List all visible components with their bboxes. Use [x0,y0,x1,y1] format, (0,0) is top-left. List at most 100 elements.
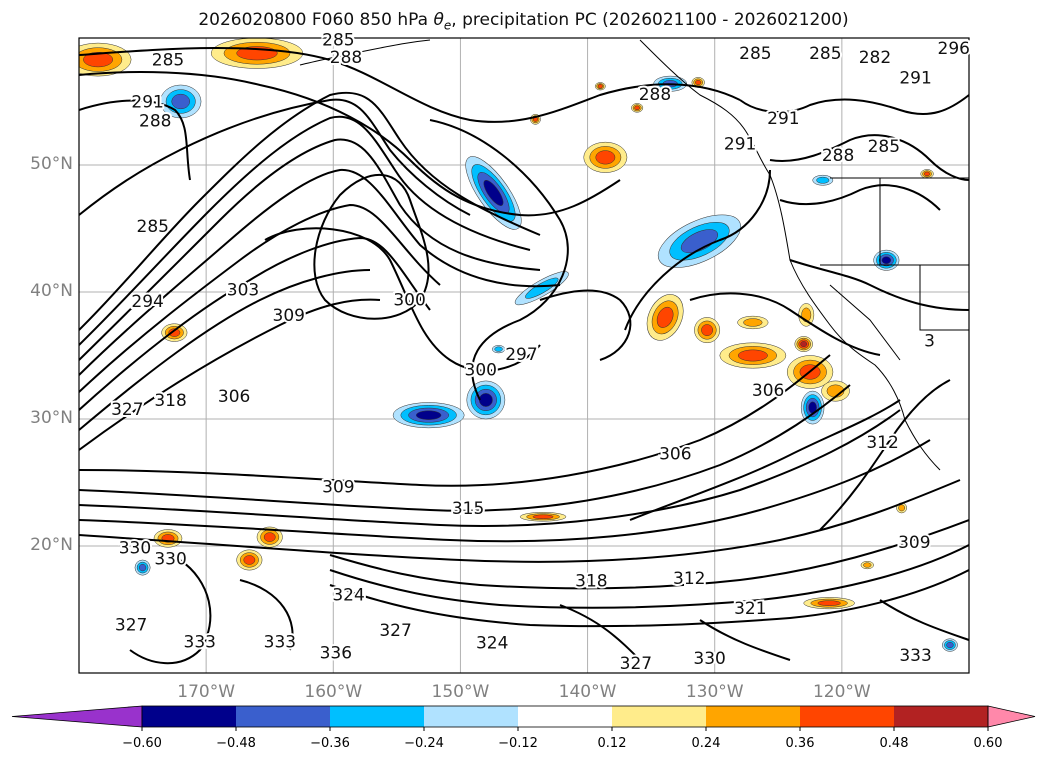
colorbar-tick-label: 0.24 [692,736,721,751]
latitude-label: 50°N [30,154,73,174]
theta-e-contours [79,47,969,665]
precip-contour-fill [243,555,256,565]
precip-positive-area [821,380,850,402]
precip-positive-area [719,342,787,369]
colorbar-tick-label: 0.48 [880,736,909,751]
precip-contour-fill [656,306,674,328]
contour-label: 300 [465,360,497,380]
contour-label: 318 [575,571,607,591]
contour-label: 288 [639,85,671,105]
precip-positive-area [256,526,283,548]
contour-label: 296 [938,39,970,59]
precip-contour-fill [881,256,892,265]
precip-negative-area [465,156,522,230]
map-frame [78,37,970,674]
precip-positive-area [631,103,644,113]
precip-negative-area [514,271,569,306]
precip-positive-area [798,303,815,327]
longitude-label: 160°W [304,682,363,702]
precip-negative-area [873,249,900,271]
colorbar-tick-label: 0.60 [974,736,1003,751]
precip-contour-fill [138,563,147,572]
contour-label: 312 [866,433,898,453]
contour-label: 327 [111,400,143,420]
contour-label: 333 [264,632,296,652]
figure-title: 2026020800 F060 850 hPa θe, precipitatio… [198,10,849,33]
precip-contour-fill [946,641,954,649]
contour-label: 288 [822,146,854,166]
precip-contour-fill [800,341,808,347]
contour-label: 3 [924,331,935,351]
contour-label: 300 [393,291,425,311]
contour-label: 315 [452,499,484,519]
colorbar-extend-min [11,705,143,728]
contour-label: 333 [184,632,216,652]
longitude-label: 130°W [685,682,744,702]
contour-label: 294 [131,292,163,312]
contour-label: 330 [119,538,151,558]
precip-positive-area [236,549,263,571]
colorbar-tick-label: −0.36 [310,736,350,751]
precip-contour-fill [171,93,191,110]
precip-contour-fill [532,514,554,520]
contour-label: 285 [322,30,354,50]
precip-positive-area [803,597,855,610]
precip-negative-area [392,402,465,429]
precip-negative-area [942,638,958,652]
precip-negative-area [812,174,834,186]
contour-label: 285 [809,44,841,64]
precip-contour-fill [263,532,276,542]
colorbar-bin [330,706,424,727]
contour-label: 333 [899,646,931,666]
precip-positive-area [646,294,684,341]
precip-contour-fill [597,84,603,89]
precip-negative-area [160,84,202,119]
precip-positive-area [583,141,628,173]
precip-contour-fill [817,600,841,606]
precip-contour-fill [483,180,504,206]
contour-label: 285 [137,217,169,237]
colorbar-tick-label: −0.12 [498,736,538,751]
colorbar-bin [800,706,894,727]
precip-contour-fill [525,277,559,299]
precip-contour-fill [416,410,442,420]
latitude-label: 40°N [30,281,73,301]
contour-label: 336 [320,644,352,664]
longitude-label: 120°W [812,682,871,702]
contour-label: 303 [227,280,259,300]
precip-contour-fill [743,318,763,327]
gridlines [79,38,969,673]
longitude-label: 140°W [558,682,617,702]
coastlines [299,39,969,471]
precip-negative-area [466,380,506,420]
latitude-label: 20°N [30,535,73,555]
colorbar-bin [706,706,800,727]
longitude-label: 150°W [431,682,490,702]
contour-label: 309 [273,306,305,326]
colorbar-tick-label: −0.60 [122,736,162,751]
precip-contour-fill [863,562,872,568]
precip-positive-area [691,77,705,88]
precip-contour-fill [695,79,702,85]
precip-contour-fill [737,349,768,362]
contour-label: 285 [152,51,184,71]
precip-negative-area [134,559,151,576]
colorbar-frame [141,705,989,728]
precip-contour-fill [168,328,181,337]
contour-label: 291 [767,109,799,129]
contour-label: 309 [898,533,930,553]
precip-positive-area [210,38,304,69]
contour-label: 291 [131,93,163,113]
contour-label: 306 [752,381,784,401]
colorbar-bin [518,706,612,727]
contour-label: 291 [724,134,756,154]
contour-label: 330 [154,550,186,570]
colorbar-tick-label: 0.12 [598,736,627,751]
precip-contour-fill [595,150,616,165]
colorbar-bin [612,706,706,727]
precip-negative-area [800,390,825,425]
precip-positive-area [594,82,606,91]
colorbar-extend-max [987,705,1036,728]
latitude-label: 30°N [30,408,73,428]
precip-contour-fill [478,393,493,407]
